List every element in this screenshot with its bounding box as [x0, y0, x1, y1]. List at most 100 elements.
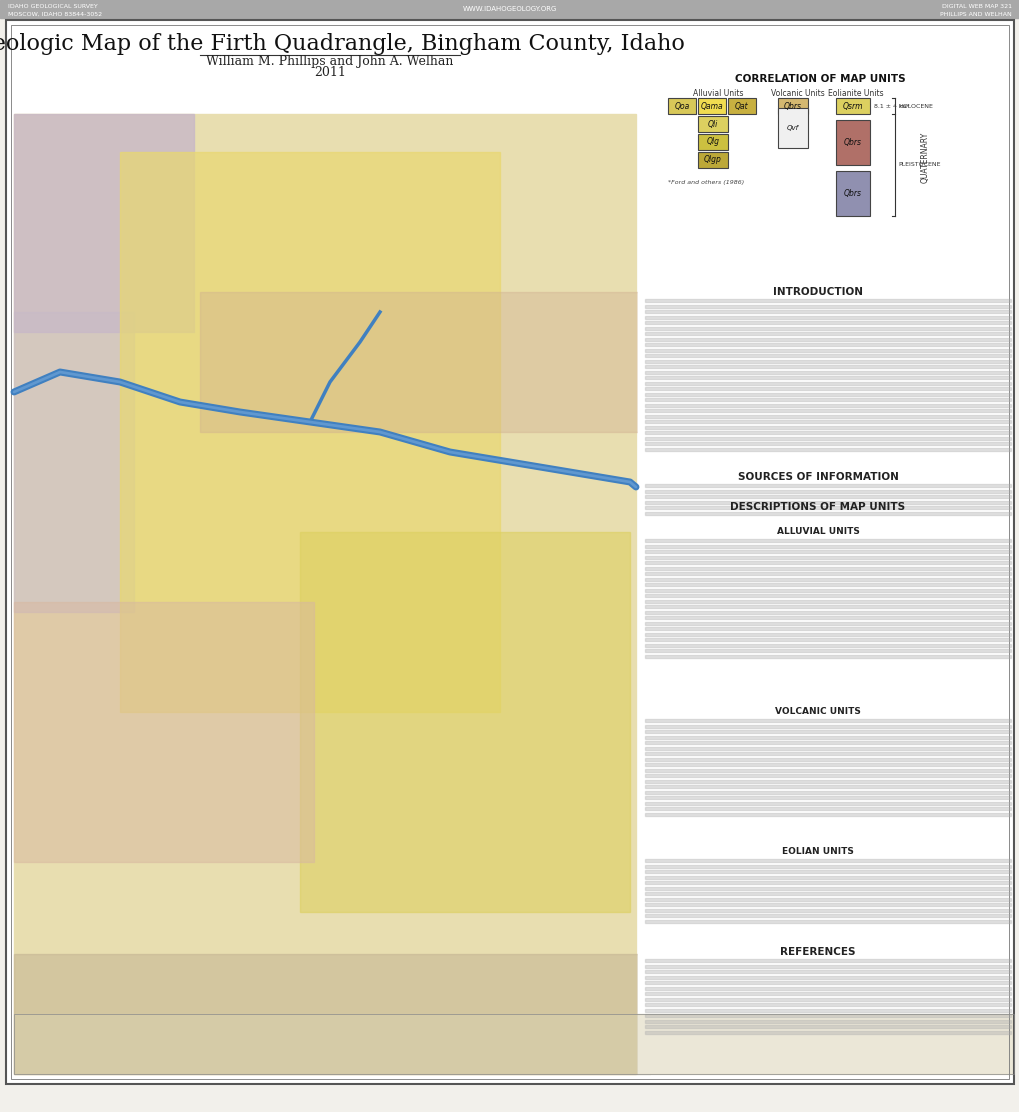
Bar	[644, 545, 1010, 547]
Bar	[644, 583, 1010, 586]
Bar	[644, 757, 1010, 761]
Bar	[644, 1025, 1010, 1027]
Bar	[644, 729, 1010, 733]
Bar	[644, 622, 1010, 625]
Bar	[644, 420, 1010, 423]
Bar	[644, 437, 1010, 439]
Text: Eolianite Units: Eolianite Units	[827, 89, 882, 99]
Text: Qbrs: Qbrs	[843, 138, 861, 147]
Bar	[728, 98, 755, 115]
Bar	[644, 920, 1010, 923]
Bar	[644, 381, 1010, 385]
Text: Qsrm: Qsrm	[842, 101, 862, 110]
Bar	[644, 785, 1010, 788]
Bar	[644, 299, 1010, 302]
Bar	[644, 495, 1010, 498]
Bar	[644, 881, 1010, 884]
Text: QUATERNARY: QUATERNARY	[919, 131, 928, 182]
Bar	[644, 572, 1010, 575]
Bar	[644, 588, 1010, 592]
Bar	[836, 171, 869, 216]
Bar	[644, 370, 1010, 374]
Text: PLEISTOCENE: PLEISTOCENE	[897, 162, 940, 168]
Bar	[644, 359, 1010, 363]
Text: Qama: Qama	[700, 101, 722, 110]
Bar	[644, 768, 1010, 772]
Bar	[644, 556, 1010, 558]
Bar	[644, 633, 1010, 635]
Bar	[644, 1020, 1010, 1023]
Bar	[697, 116, 728, 132]
Text: *Ford and others (1986): *Ford and others (1986)	[667, 180, 744, 185]
Bar	[644, 644, 1010, 646]
Bar	[644, 441, 1010, 445]
Bar	[644, 796, 1010, 800]
Bar	[644, 774, 1010, 777]
Bar	[644, 566, 1010, 569]
Bar	[14, 1014, 1013, 1074]
Bar	[120, 152, 499, 712]
Bar	[644, 791, 1010, 794]
Bar	[644, 605, 1010, 608]
Bar	[644, 550, 1010, 553]
Text: Qli: Qli	[707, 119, 717, 129]
Text: Volcanic Units: Volcanic Units	[770, 89, 824, 99]
Bar	[644, 447, 1010, 450]
Bar	[644, 813, 1010, 815]
Text: Qoa: Qoa	[674, 101, 689, 110]
Bar	[14, 115, 194, 332]
Text: Qbrs: Qbrs	[784, 101, 801, 110]
Text: DESCRIPTIONS OF MAP UNITS: DESCRIPTIONS OF MAP UNITS	[730, 502, 905, 512]
Bar	[644, 310, 1010, 312]
Bar	[644, 1009, 1010, 1012]
Bar	[697, 135, 728, 150]
Bar	[644, 725, 1010, 727]
Bar	[644, 404, 1010, 407]
Bar	[644, 780, 1010, 783]
Bar	[644, 981, 1010, 984]
Text: WWW.IDAHOGEOLOGY.ORG: WWW.IDAHOGEOLOGY.ORG	[463, 6, 556, 12]
Bar	[644, 539, 1010, 542]
Bar	[644, 484, 1010, 487]
Bar	[644, 986, 1010, 990]
Bar	[644, 655, 1010, 657]
Bar	[644, 992, 1010, 995]
Bar	[644, 610, 1010, 614]
Text: IDAHO GEOLOGICAL SURVEY: IDAHO GEOLOGICAL SURVEY	[8, 3, 98, 9]
Bar	[644, 627, 1010, 631]
Bar	[637, 115, 1013, 1074]
Bar	[644, 338, 1010, 340]
Bar	[644, 1003, 1010, 1006]
Bar	[14, 602, 314, 862]
Bar	[644, 746, 1010, 749]
Bar	[14, 115, 636, 1074]
Text: Qat: Qat	[735, 101, 748, 110]
Text: CORRELATION OF MAP UNITS: CORRELATION OF MAP UNITS	[734, 75, 905, 85]
Text: REFERENCES: REFERENCES	[780, 947, 855, 957]
Text: MOSCOW, IDAHO 83844-3052: MOSCOW, IDAHO 83844-3052	[8, 11, 102, 17]
Text: Qbrs: Qbrs	[843, 189, 861, 198]
Bar	[644, 864, 1010, 867]
Bar	[644, 638, 1010, 641]
Bar	[836, 98, 869, 115]
Bar	[644, 892, 1010, 895]
Bar	[644, 316, 1010, 318]
Bar	[667, 98, 695, 115]
Bar	[644, 327, 1010, 329]
Text: Qvf: Qvf	[787, 125, 798, 131]
Text: 2011: 2011	[314, 66, 345, 79]
Bar	[644, 398, 1010, 401]
Bar	[644, 376, 1010, 379]
Bar	[644, 975, 1010, 979]
Bar	[644, 489, 1010, 493]
Bar	[644, 512, 1010, 515]
Text: PHILLIPS AND WELHAN: PHILLIPS AND WELHAN	[940, 11, 1011, 17]
Bar	[644, 415, 1010, 417]
Bar	[644, 735, 1010, 738]
Bar	[644, 752, 1010, 755]
Bar	[644, 1031, 1010, 1033]
Bar	[200, 292, 639, 431]
Text: VOLCANIC UNITS: VOLCANIC UNITS	[774, 707, 860, 716]
Bar	[697, 98, 726, 115]
Bar	[644, 802, 1010, 804]
